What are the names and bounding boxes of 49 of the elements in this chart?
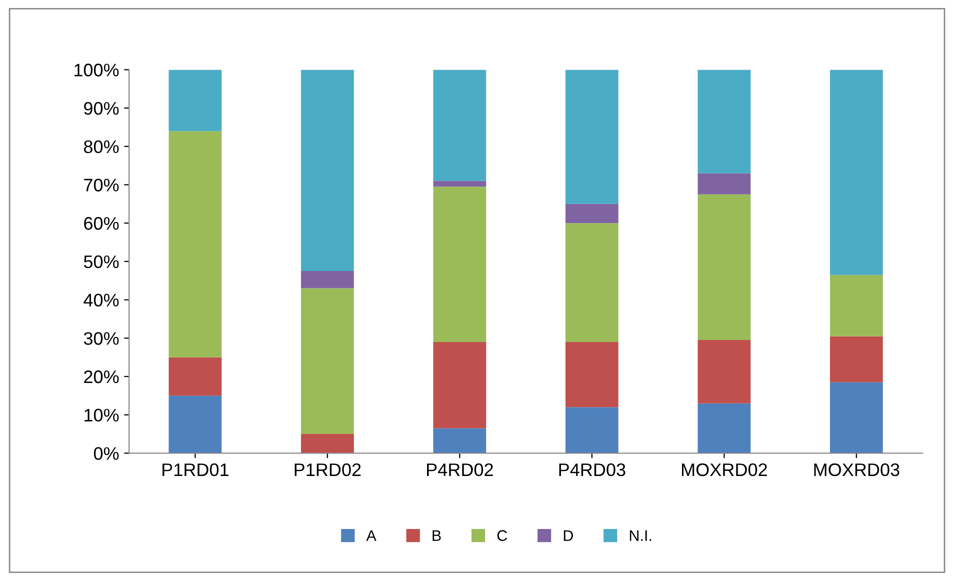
y-tick-label: 90% xyxy=(84,102,119,115)
y-tick-label: 30% xyxy=(84,332,119,345)
x-tick-label: P1RD02 xyxy=(294,463,361,476)
bar xyxy=(433,342,486,428)
bar xyxy=(433,186,486,342)
legend-label: B xyxy=(432,530,441,541)
y-tick-label: 60% xyxy=(84,217,119,230)
bar xyxy=(300,288,354,434)
y-tick-label: 80% xyxy=(84,140,119,154)
bar xyxy=(830,382,883,454)
bar xyxy=(698,403,751,454)
bar xyxy=(830,70,883,275)
bar xyxy=(565,204,618,224)
legend-label: D xyxy=(564,530,573,541)
x-tick-label: P1RD01 xyxy=(162,463,228,476)
x-tick-label: P4RD02 xyxy=(427,463,493,476)
bar xyxy=(565,407,618,454)
bar xyxy=(168,70,222,132)
bar xyxy=(565,223,618,342)
x-tick-label: MOXRD02 xyxy=(682,463,767,476)
y-tick-label: 70% xyxy=(84,178,119,192)
x-tick-label: MOXRD03 xyxy=(814,463,900,476)
bar xyxy=(433,180,486,187)
x-tick-label: P4RD03 xyxy=(559,463,626,476)
bar xyxy=(830,336,883,382)
bar xyxy=(830,274,883,336)
bar xyxy=(698,70,751,174)
bar xyxy=(698,340,751,404)
bar xyxy=(698,173,751,194)
bar xyxy=(168,131,222,358)
bar xyxy=(433,70,486,181)
bar xyxy=(565,342,618,408)
legend-label: A xyxy=(366,530,376,541)
legend-label: N.I. xyxy=(630,530,652,541)
bar xyxy=(300,70,354,272)
bar xyxy=(300,271,354,288)
bar xyxy=(565,70,618,204)
y-tick-label: 20% xyxy=(84,370,119,384)
y-tick-label: 100% xyxy=(74,64,119,76)
bar xyxy=(300,434,354,454)
bar xyxy=(168,357,222,396)
bar xyxy=(433,428,486,454)
y-tick-label: 50% xyxy=(84,255,119,268)
bar xyxy=(698,194,751,340)
legend-label: C xyxy=(497,530,508,541)
y-tick-label: 0% xyxy=(94,447,119,460)
y-tick-label: 10% xyxy=(84,408,119,422)
y-tick-label: 40% xyxy=(84,294,119,307)
bar xyxy=(168,396,222,454)
